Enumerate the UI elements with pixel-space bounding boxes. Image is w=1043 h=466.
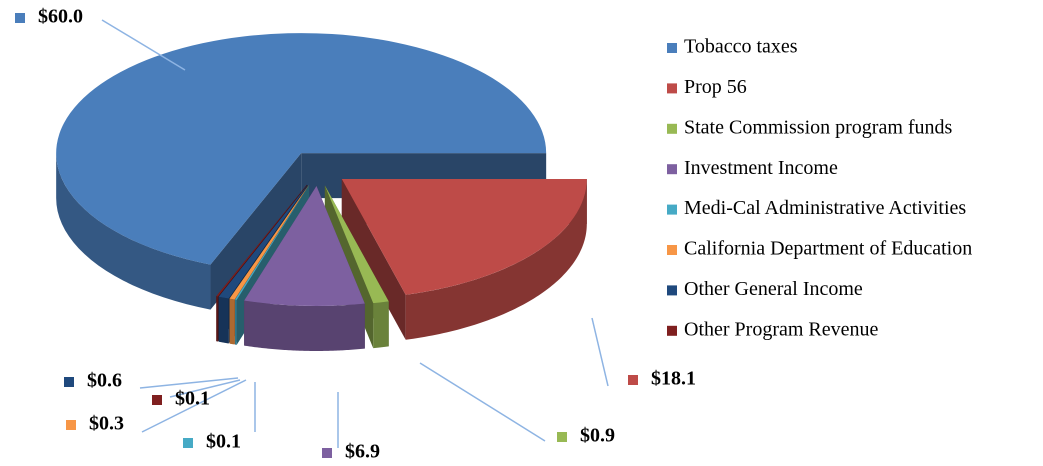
slice [244, 185, 365, 306]
label-swatch [15, 13, 25, 23]
slice-wall [218, 296, 229, 344]
leader-line [419, 362, 546, 442]
legend-label: California Department of Education [684, 238, 972, 260]
legend-swatch [667, 245, 677, 255]
leader-line [141, 379, 247, 433]
data-label: $0.9 [580, 425, 615, 447]
slice-wall [56, 153, 211, 310]
slice-group [341, 178, 587, 340]
leader-line [169, 379, 241, 398]
label-swatch [66, 420, 76, 430]
slice-wall [216, 296, 218, 342]
slice [218, 184, 308, 299]
legend-label: Other Program Revenue [684, 318, 879, 340]
legend-label: Tobacco taxes [684, 36, 798, 58]
label-swatch [628, 375, 638, 385]
slice-wall [229, 298, 235, 345]
leader-line [591, 317, 609, 387]
legend-swatch [667, 83, 677, 94]
slice-wall [405, 178, 587, 340]
slice-group [244, 185, 365, 351]
legend-label: State Commission program funds [684, 116, 953, 138]
legend-swatch [667, 43, 677, 53]
legend-label: Investment Income [684, 157, 838, 179]
legend-label: Prop 56 [684, 76, 747, 98]
legend-swatch [667, 204, 677, 215]
legend-label: Medi-Cal Administrative Activities [684, 197, 966, 219]
leader-line [139, 377, 239, 389]
legend-swatch [667, 325, 677, 336]
label-swatch [557, 432, 567, 442]
data-label: $6.9 [345, 441, 380, 463]
label-swatch [64, 377, 74, 387]
label-swatch [322, 448, 332, 458]
data-label: $0.1 [206, 431, 241, 453]
data-label: $0.1 [175, 388, 210, 410]
slice-wall [244, 300, 365, 351]
data-label: $0.6 [87, 370, 122, 392]
leader-line [101, 19, 186, 71]
legend-swatch [667, 164, 677, 175]
legend-swatch [667, 123, 677, 134]
slice [216, 184, 307, 297]
slice-wall [373, 301, 389, 349]
data-label: $60.0 [38, 6, 83, 28]
data-label: $0.3 [89, 413, 124, 435]
slice-wall [235, 299, 237, 345]
legend-label: Other General Income [684, 278, 863, 300]
slice-side [341, 178, 406, 340]
label-swatch [183, 438, 193, 448]
legend-swatch [667, 285, 677, 296]
slice [324, 185, 389, 304]
slice [235, 185, 310, 300]
slice [229, 185, 309, 300]
slice [56, 33, 547, 265]
slice [341, 178, 587, 295]
slice-side [210, 153, 302, 310]
label-swatch [152, 395, 162, 405]
data-label: $18.1 [651, 368, 696, 390]
pie [56, 33, 587, 351]
